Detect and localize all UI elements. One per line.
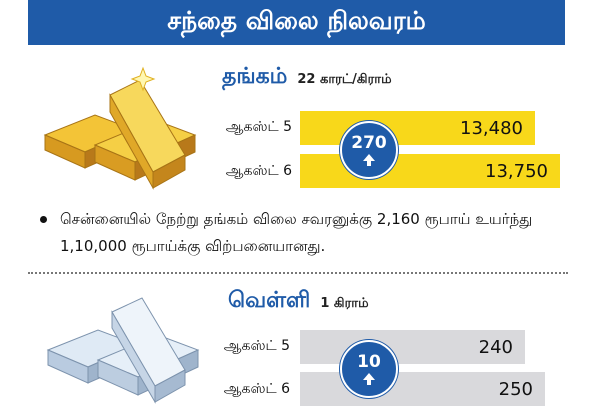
gold-price-bar: 13,480	[300, 111, 535, 145]
gold-price: 13,750	[485, 160, 548, 182]
silver-price: 250	[498, 378, 533, 400]
silver-price: 240	[478, 336, 513, 358]
gold-change: 270	[351, 133, 387, 153]
gold-unit: 22 காரட்/கிராம்	[297, 72, 392, 87]
silver-title: வெள்ளி	[228, 288, 311, 313]
silver-date: ஆகஸ்ட் 5	[223, 338, 290, 354]
gold-change-badge: 270	[340, 121, 398, 179]
gold-title: தங்கம்	[222, 64, 288, 89]
gold-note: சென்னையில் நேற்று தங்கம் விலை சவரனுக்கு …	[40, 206, 580, 260]
silver-price-bar: 240	[300, 330, 525, 364]
gold-price-bar: 13,750	[300, 154, 560, 188]
silver-price-bar: 250	[300, 372, 545, 406]
up-arrow	[363, 373, 375, 385]
divider	[28, 272, 568, 274]
silver-date: ஆகஸ்ட் 6	[223, 381, 290, 397]
up-arrow	[363, 154, 375, 166]
silver-unit: 1 கிராம்	[320, 296, 369, 311]
silver-change-badge: 10	[340, 340, 398, 398]
gold-bars-illustration	[43, 66, 197, 190]
gold-date: ஆகஸ்ட் 6	[225, 163, 292, 179]
silver-change: 10	[357, 352, 381, 372]
silver-bars-illustration	[46, 297, 200, 404]
gold-date: ஆகஸ்ட் 5	[225, 119, 292, 135]
gold-price: 13,480	[460, 117, 523, 139]
header-title: சந்தை விலை நிலவரம்	[28, 0, 565, 45]
